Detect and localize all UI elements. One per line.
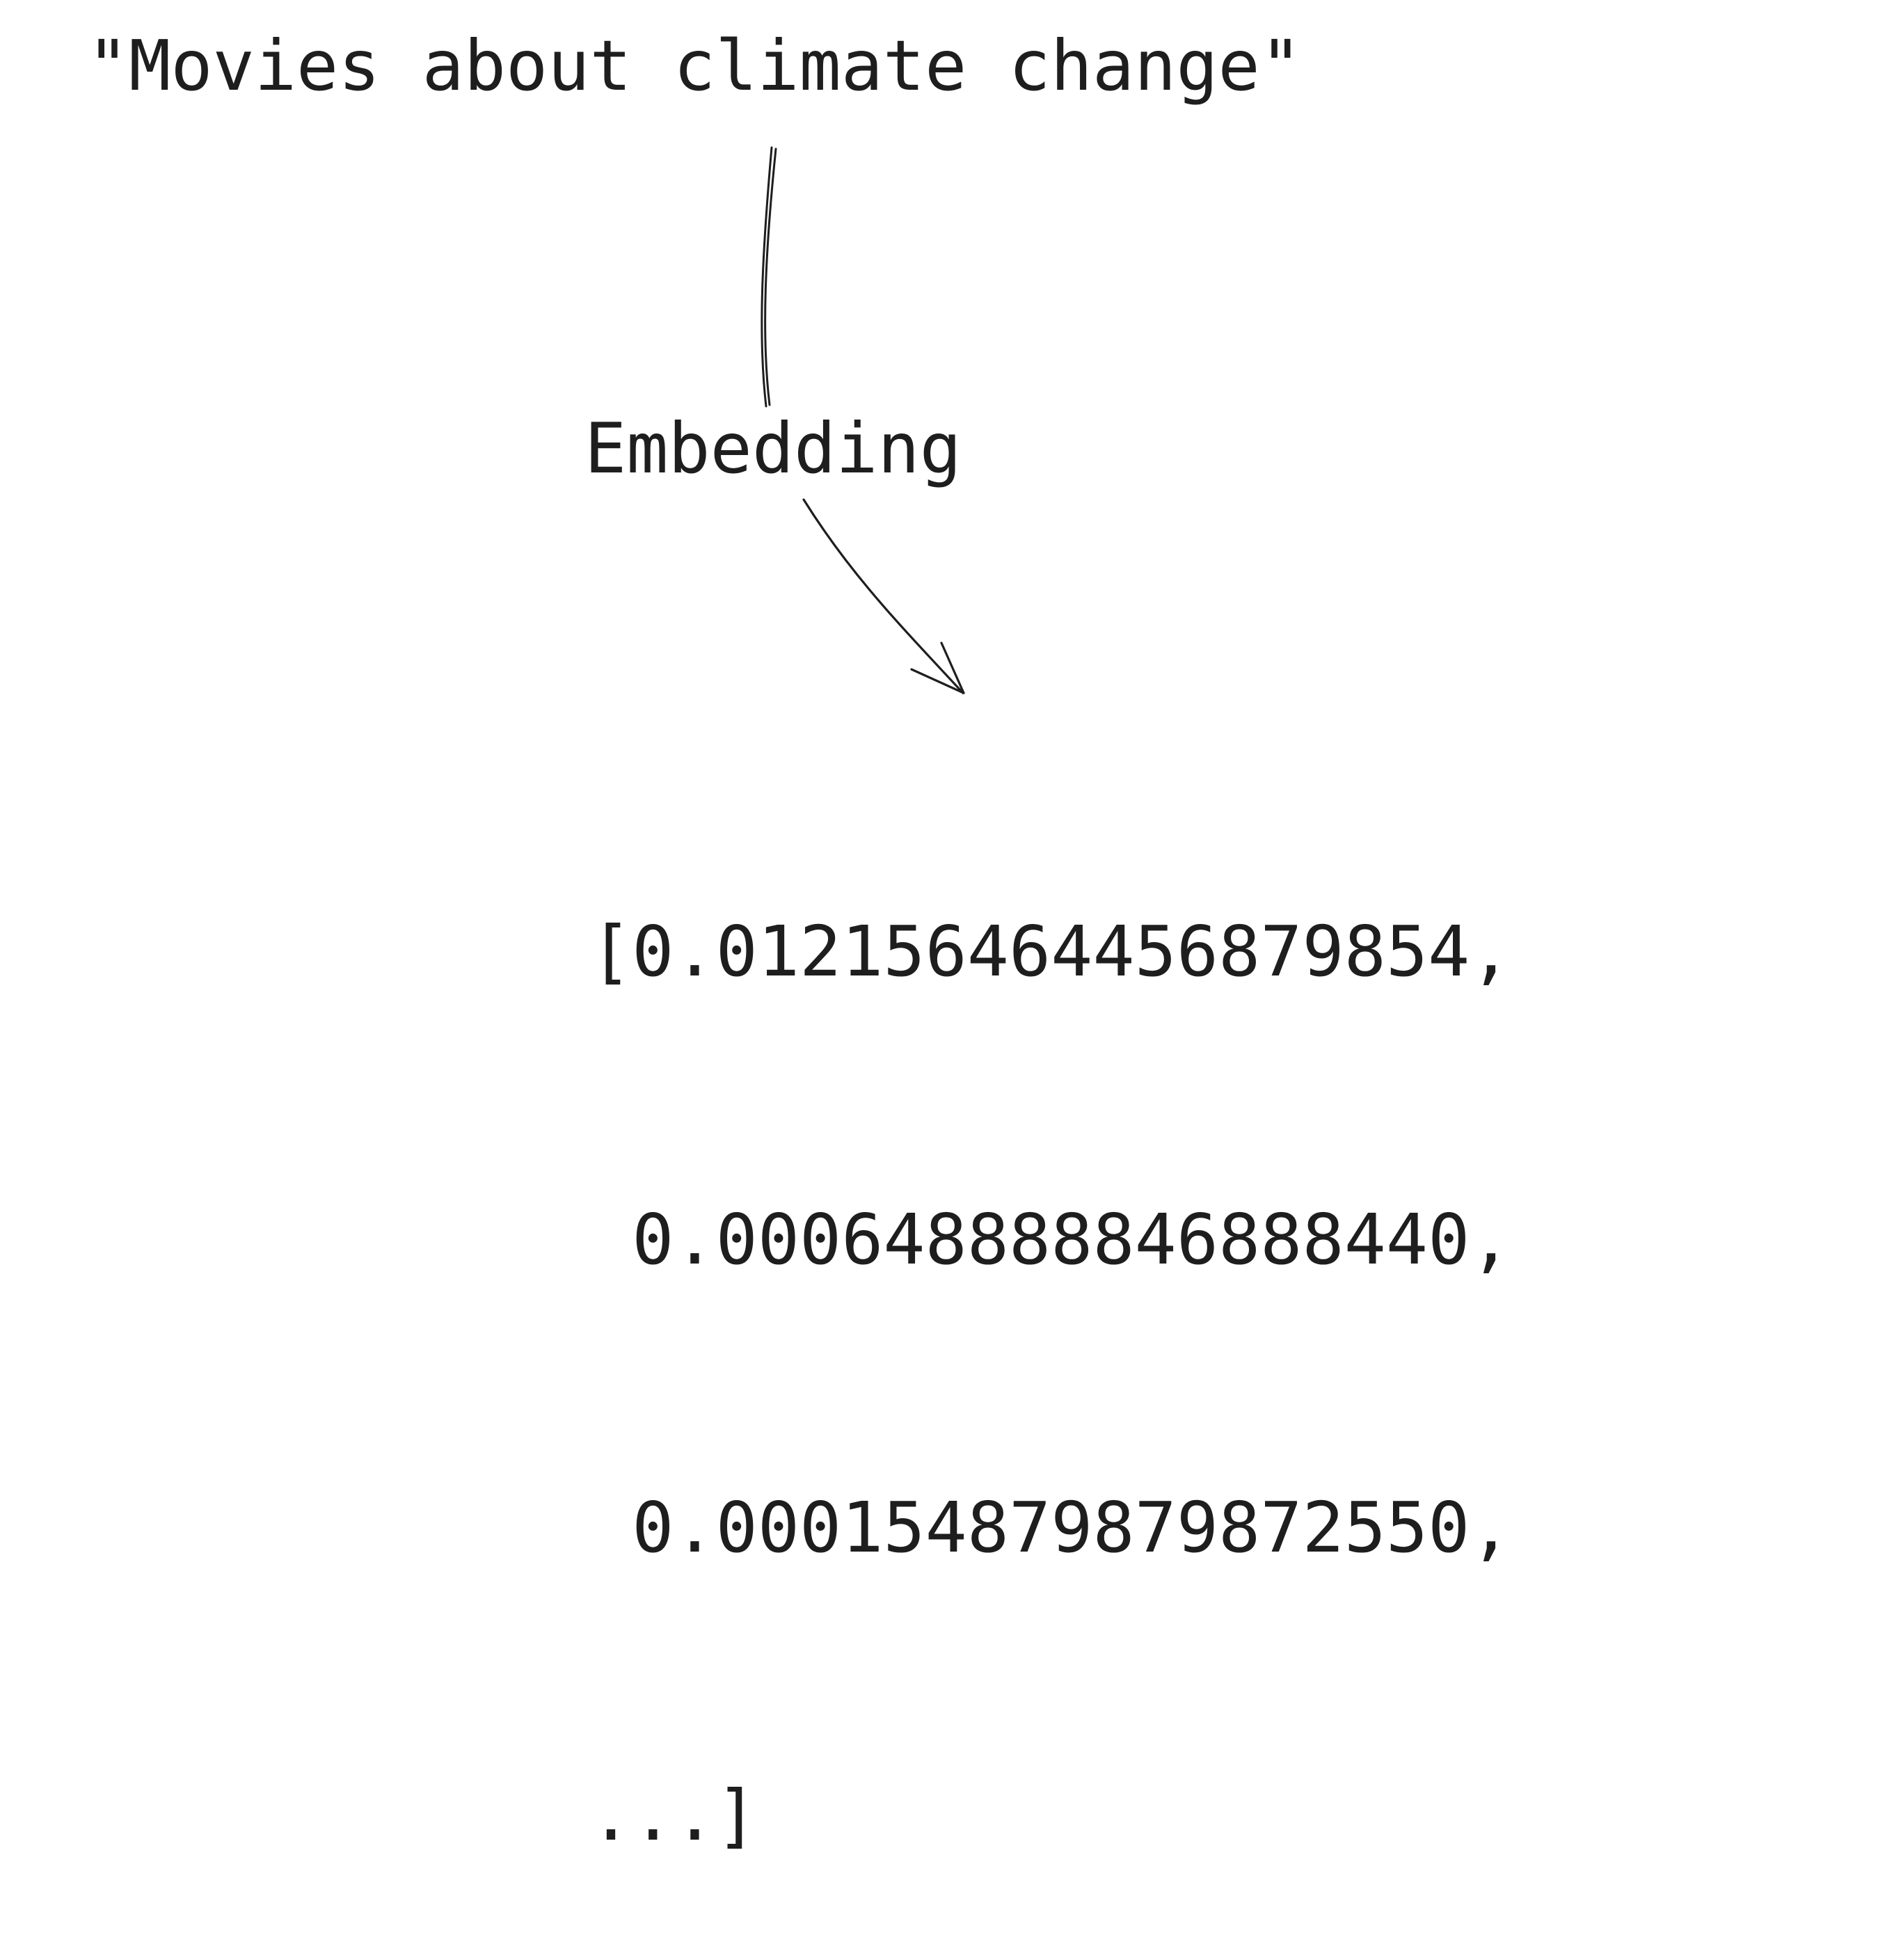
vector-line: 0.000648888846888440, — [590, 1199, 1512, 1280]
embedding-to-vector-arrow — [802, 498, 965, 694]
query-text: "Movies about climate change" — [87, 25, 1302, 106]
vector-line: 0.000154879879872550, — [590, 1487, 1512, 1568]
vector-line: [0.012156464456879854, — [590, 911, 1512, 992]
embedding-vector: [0.012156464456879854, 0.000648888846888… — [590, 712, 1512, 1960]
query-to-embedding-connector — [761, 146, 777, 408]
embedding-step-label: Embedding — [584, 408, 962, 489]
vector-line: ...] — [590, 1775, 758, 1856]
